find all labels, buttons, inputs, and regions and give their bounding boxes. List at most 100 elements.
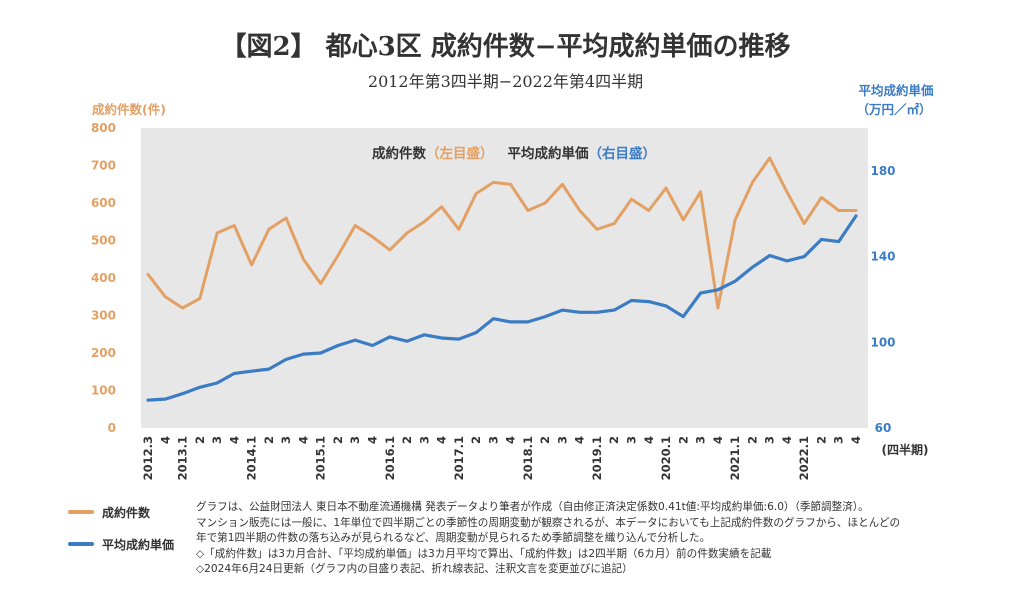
- data-point-price: [319, 351, 322, 355]
- data-point-price: [250, 370, 253, 373]
- inside-legend-price-side: （右目盛）: [589, 145, 657, 162]
- data-point-price: [578, 311, 581, 314]
- data-point-count: [613, 222, 616, 225]
- x-tick-label: 2022.1: [797, 436, 811, 480]
- data-point-price: [440, 336, 443, 340]
- chart-subtitle: 2012年第3四半期−2022年第4四半期: [367, 72, 644, 91]
- data-point-count: [647, 209, 650, 212]
- data-point-price: [474, 331, 478, 334]
- x-tick-label: 2: [400, 436, 414, 444]
- data-point-price: [457, 337, 461, 341]
- x-tick-label: 2: [607, 436, 621, 444]
- x-tick-label: 4: [435, 436, 449, 444]
- right-axis-unit: （万円／㎡）: [856, 102, 931, 117]
- x-tick-label: 2012.3: [141, 436, 155, 480]
- x-tick-label: 4: [158, 436, 172, 444]
- legend-swatch-count: [68, 510, 94, 514]
- x-tick-label: 2014.1: [245, 436, 259, 480]
- series-line-count: [146, 156, 858, 310]
- data-point-count: [423, 220, 426, 223]
- x-tick-label: 2015.1: [314, 436, 328, 480]
- left-tick-label: 200: [91, 346, 116, 360]
- x-tick-label: 3: [210, 436, 224, 444]
- x-tick-label: 2019.1: [590, 436, 604, 480]
- data-point-count: [578, 209, 581, 212]
- chart-area: 成約件数(件) 平均成約単価 （万円／㎡） (四半期) 成約件数（左目盛） 平均成…: [91, 83, 934, 480]
- data-point-price: [751, 266, 754, 269]
- x-tick-label: 4: [711, 436, 725, 444]
- data-point-count: [215, 231, 219, 235]
- right-tick-label: 60: [875, 421, 892, 435]
- data-point-price: [233, 372, 236, 375]
- svg-text:成約件数（左目盛）平均成約単価（右目盛）: 成約件数（左目盛） 平均成約単価（右目盛）: [372, 145, 656, 162]
- data-point-price: [768, 254, 771, 257]
- data-point-count: [319, 282, 322, 285]
- data-point-count: [854, 209, 858, 212]
- legend-item-count: 成約件数: [68, 499, 180, 525]
- x-tick-label: 2: [745, 436, 759, 444]
- data-point-price: [284, 358, 288, 361]
- data-point-count: [733, 218, 737, 222]
- data-point-price: [854, 214, 858, 218]
- data-point-price: [630, 299, 633, 302]
- data-point-price: [164, 397, 167, 401]
- data-point-count: [595, 228, 599, 231]
- data-point-count: [716, 306, 720, 310]
- x-tick-label: 2017.1: [452, 436, 466, 480]
- data-point-count: [181, 306, 184, 310]
- x-tick-label: 2: [262, 436, 276, 444]
- left-tick-label: 400: [91, 271, 116, 285]
- chart-notes: グラフは、公益財団法人 東日本不動産流通機構 発表データより筆者が作成（自由修正…: [196, 500, 996, 578]
- data-point-count: [146, 273, 150, 276]
- data-point-price: [733, 280, 737, 283]
- x-tick-label: 2: [676, 436, 690, 444]
- x-tick-label: 2016.1: [383, 436, 397, 480]
- x-tick-label: 3: [763, 436, 777, 444]
- x-tick-label: 4: [573, 436, 587, 444]
- inside-legend-count-side: （左目盛）: [426, 145, 494, 162]
- note-line: マンション販売には一般に、1年単位で四半期ごとの季節性の周期変動が観察されるが、…: [196, 516, 901, 529]
- x-tick-label: 2013.1: [176, 436, 190, 480]
- legend-swatch-price: [68, 542, 94, 546]
- data-point-price: [146, 398, 150, 402]
- right-tick-label: 140: [870, 250, 895, 264]
- chart-title: 【図2】 都心3区 成約件数−平均成約単価の推移: [220, 32, 791, 62]
- data-point-count: [371, 235, 374, 238]
- data-point-count: [802, 222, 806, 225]
- x-tick-label: 4: [504, 436, 518, 444]
- data-point-price: [543, 315, 547, 318]
- data-point-price: [509, 320, 512, 324]
- data-point-price: [716, 288, 720, 291]
- data-point-count: [509, 183, 512, 186]
- legend-item-price: 平均成約単価: [68, 531, 180, 557]
- data-point-count: [336, 254, 340, 257]
- x-tick-label: 4: [642, 436, 656, 444]
- data-point-count: [699, 190, 702, 193]
- data-point-price: [388, 335, 391, 339]
- data-point-count: [526, 209, 530, 212]
- data-point-count: [405, 231, 409, 235]
- data-point-count: [682, 218, 685, 222]
- data-point-count: [820, 196, 823, 199]
- data-point-price: [492, 317, 495, 320]
- data-point-price: [181, 392, 184, 395]
- right-tick-label: 100: [870, 335, 895, 349]
- data-point-price: [802, 255, 806, 258]
- data-point-count: [664, 186, 668, 190]
- data-point-price: [613, 308, 616, 312]
- x-tick-label: 2: [538, 436, 552, 444]
- x-tick-label: 2: [331, 436, 345, 444]
- x-tick-label: 3: [555, 436, 569, 444]
- data-point-price: [647, 300, 650, 303]
- left-tick-label: 300: [91, 309, 116, 323]
- x-tick-label: 2: [193, 436, 207, 444]
- data-point-count: [302, 258, 305, 261]
- data-point-price: [336, 344, 340, 347]
- note-line: グラフは、公益財団法人 東日本不動産流通機構 発表データより筆者が作成（自由修正…: [196, 501, 869, 513]
- data-point-count: [440, 205, 443, 208]
- x-tick-label: 4: [227, 436, 241, 444]
- data-point-count: [751, 181, 754, 184]
- legend: 成約件数 平均成約単価: [68, 499, 180, 559]
- x-tick-label: 4: [365, 436, 379, 444]
- data-point-price: [267, 367, 271, 371]
